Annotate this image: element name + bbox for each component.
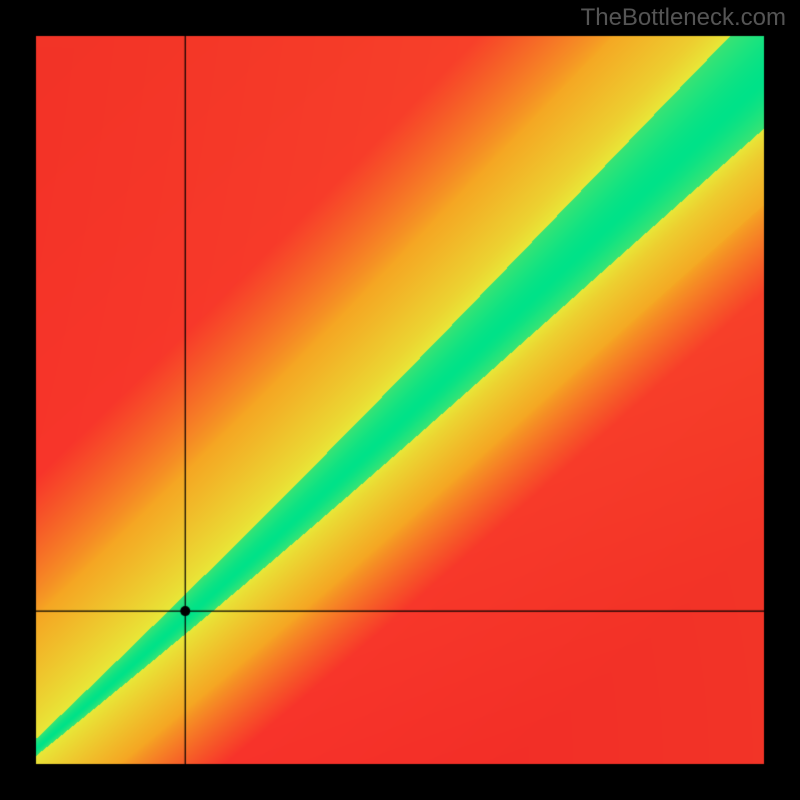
watermark-text: TheBottleneck.com: [581, 4, 786, 32]
chart-container: TheBottleneck.com: [0, 0, 800, 800]
bottleneck-heatmap: [0, 0, 800, 800]
